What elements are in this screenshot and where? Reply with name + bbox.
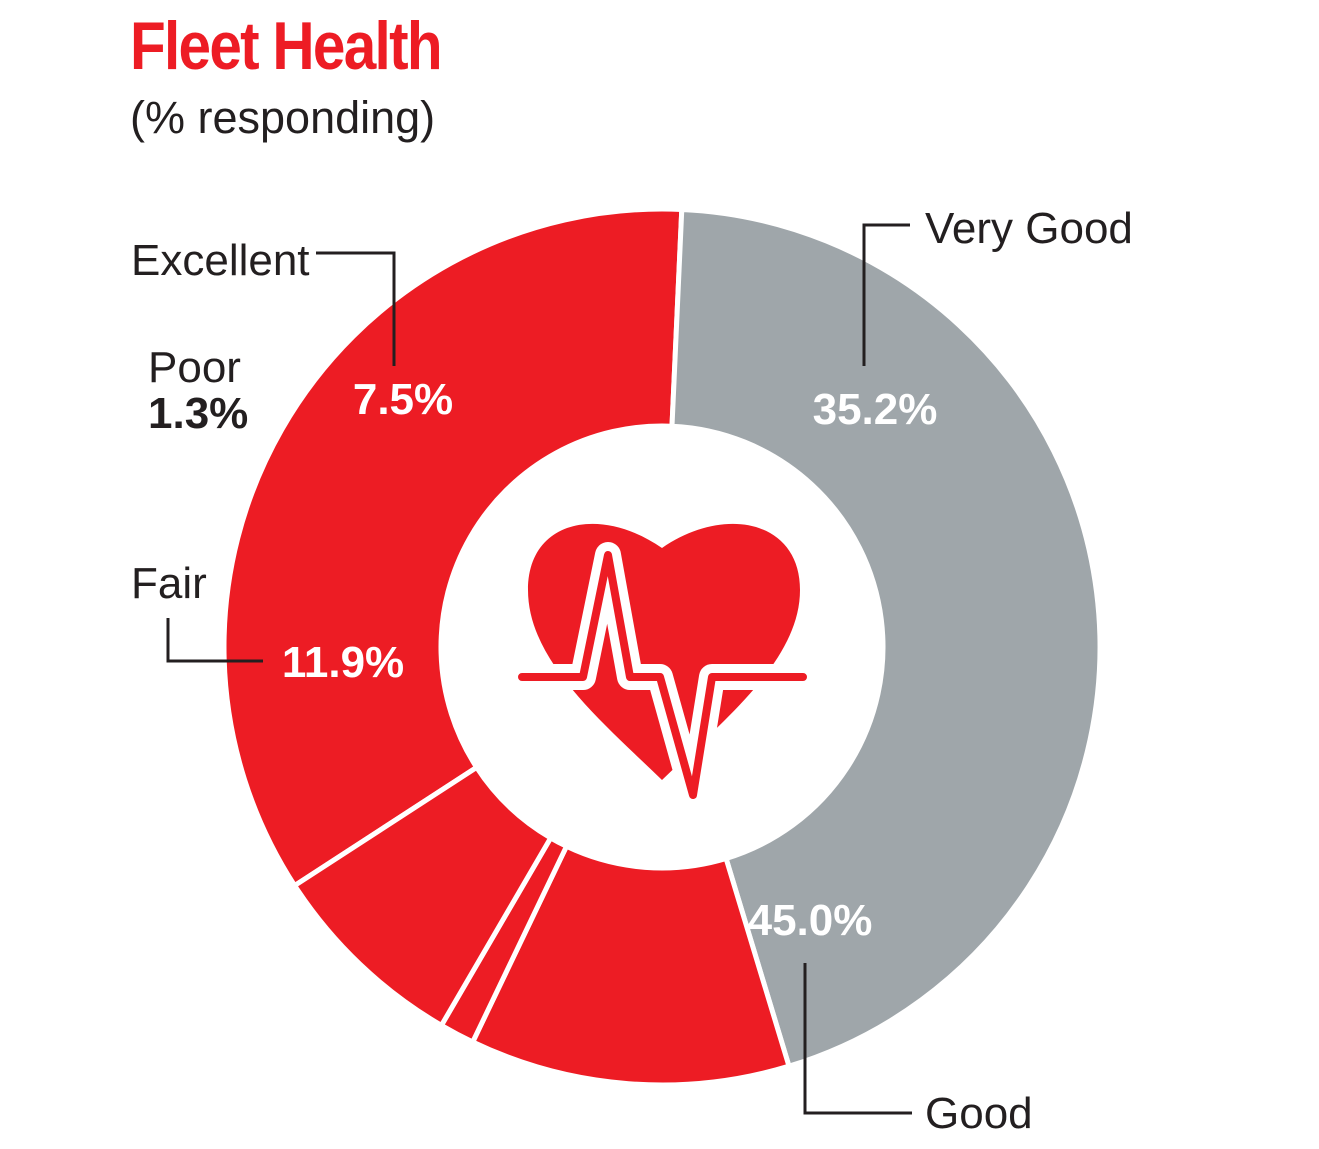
value-labels: 35.2% 45.0% 11.9% 1.3% 7.5% (148, 375, 937, 945)
value-label-poor: 1.3% (148, 389, 248, 438)
leader-line-good (803, 963, 912, 1115)
category-label-good: Good (925, 1089, 1033, 1138)
category-labels: Very Good Excellent Poor Fair Good (131, 204, 1133, 1138)
leader-lines (166, 223, 912, 1115)
chart-subtitle: (% responding) (130, 92, 436, 143)
chart-title: Fleet Health (130, 8, 443, 84)
leader-line-excellent (316, 251, 396, 366)
value-label-excellent: 7.5% (353, 375, 453, 424)
leader-line-very-good (862, 223, 910, 366)
heart-pulse-icon (509, 523, 816, 808)
value-label-fair: 11.9% (282, 638, 404, 687)
pulse-line (518, 551, 807, 799)
value-label-very-good: 35.2% (813, 385, 938, 434)
category-label-very-good: Very Good (925, 204, 1133, 253)
leader-line-fair (166, 618, 263, 663)
category-label-fair: Fair (131, 559, 207, 608)
value-label-good: 45.0% (748, 896, 873, 945)
slices-layer (221, 206, 1103, 1088)
category-label-excellent: Excellent (131, 236, 310, 285)
category-label-poor: Poor (148, 343, 241, 392)
